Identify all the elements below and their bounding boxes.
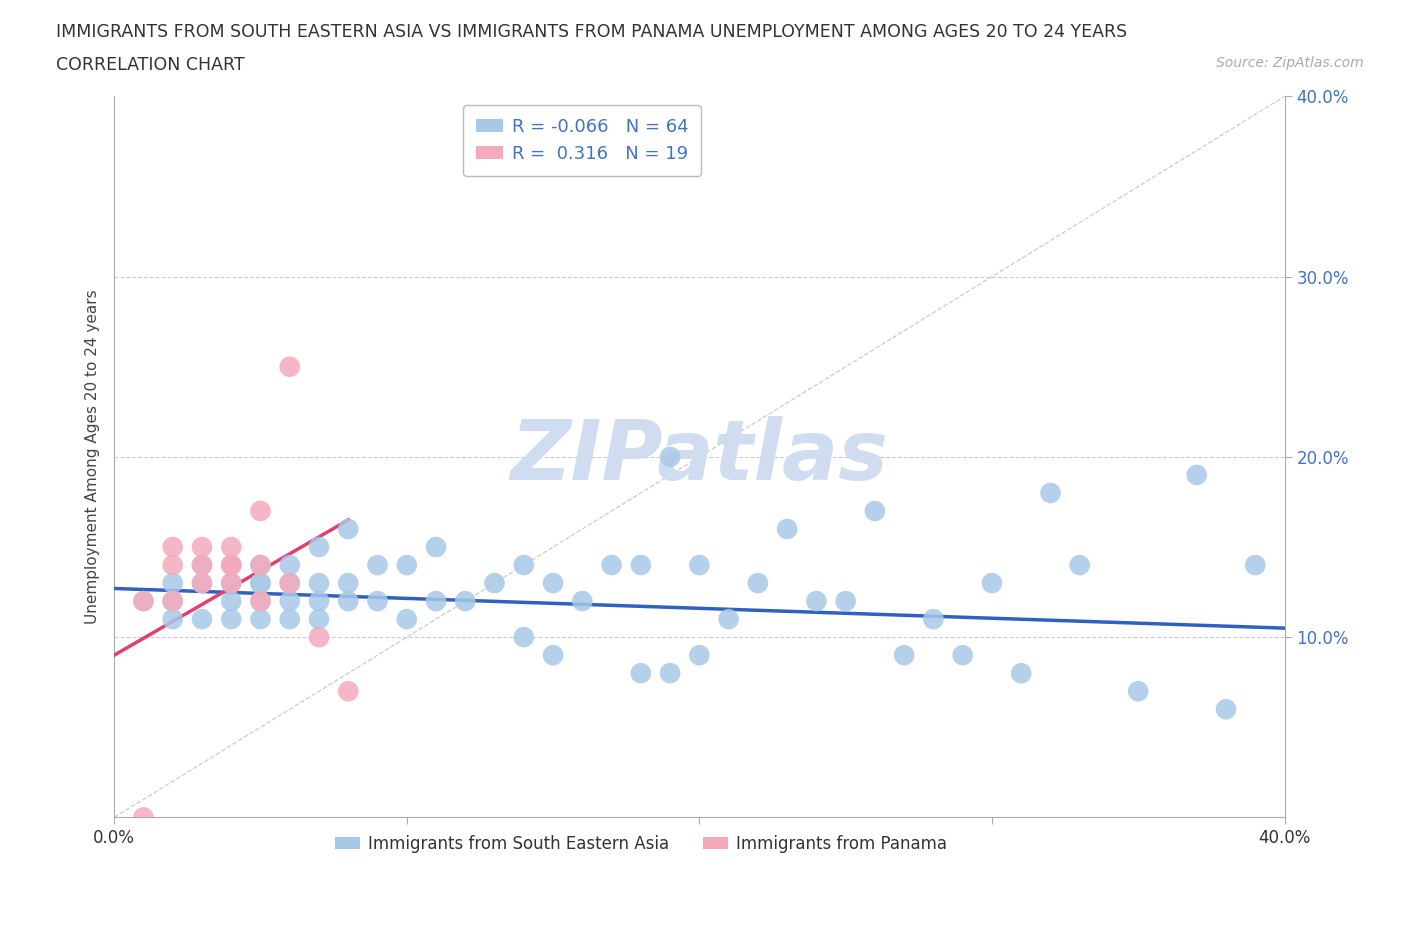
Y-axis label: Unemployment Among Ages 20 to 24 years: Unemployment Among Ages 20 to 24 years: [86, 289, 100, 624]
Point: [162, 593, 184, 608]
Point: [249, 576, 271, 591]
Point: [249, 576, 271, 591]
Point: [278, 359, 301, 374]
Point: [541, 647, 564, 662]
Point: [337, 522, 360, 537]
Point: [191, 558, 214, 573]
Text: ZIPatlas: ZIPatlas: [510, 417, 889, 498]
Point: [776, 522, 799, 537]
Text: Source: ZipAtlas.com: Source: ZipAtlas.com: [1216, 56, 1364, 70]
Point: [308, 630, 330, 644]
Point: [630, 558, 652, 573]
Point: [541, 576, 564, 591]
Point: [162, 558, 184, 573]
Point: [191, 576, 214, 591]
Point: [1244, 558, 1267, 573]
Point: [513, 558, 536, 573]
Point: [191, 558, 214, 573]
Point: [425, 593, 447, 608]
Point: [278, 576, 301, 591]
Point: [191, 576, 214, 591]
Point: [1010, 666, 1032, 681]
Point: [219, 576, 242, 591]
Point: [688, 647, 710, 662]
Point: [132, 593, 155, 608]
Point: [337, 684, 360, 698]
Point: [747, 576, 769, 591]
Point: [162, 576, 184, 591]
Point: [513, 630, 536, 644]
Point: [278, 612, 301, 627]
Point: [893, 647, 915, 662]
Point: [219, 558, 242, 573]
Point: [1128, 684, 1150, 698]
Point: [278, 558, 301, 573]
Point: [162, 593, 184, 608]
Point: [249, 503, 271, 518]
Point: [308, 593, 330, 608]
Point: [952, 647, 974, 662]
Point: [337, 576, 360, 591]
Point: [132, 810, 155, 825]
Point: [484, 576, 506, 591]
Legend: Immigrants from South Eastern Asia, Immigrants from Panama: Immigrants from South Eastern Asia, Immi…: [328, 829, 953, 859]
Point: [1215, 702, 1237, 717]
Point: [249, 558, 271, 573]
Point: [219, 612, 242, 627]
Point: [219, 539, 242, 554]
Point: [659, 666, 682, 681]
Point: [249, 612, 271, 627]
Point: [1069, 558, 1091, 573]
Point: [571, 593, 593, 608]
Point: [219, 558, 242, 573]
Point: [308, 612, 330, 627]
Point: [278, 576, 301, 591]
Point: [337, 593, 360, 608]
Point: [922, 612, 945, 627]
Point: [249, 558, 271, 573]
Point: [834, 593, 856, 608]
Point: [659, 449, 682, 464]
Point: [688, 558, 710, 573]
Point: [308, 576, 330, 591]
Point: [395, 612, 418, 627]
Point: [425, 539, 447, 554]
Point: [630, 666, 652, 681]
Point: [219, 593, 242, 608]
Point: [1185, 468, 1208, 483]
Point: [454, 593, 477, 608]
Point: [367, 593, 389, 608]
Point: [191, 612, 214, 627]
Point: [367, 558, 389, 573]
Point: [863, 503, 886, 518]
Point: [249, 593, 271, 608]
Point: [162, 612, 184, 627]
Point: [219, 558, 242, 573]
Text: CORRELATION CHART: CORRELATION CHART: [56, 56, 245, 73]
Point: [806, 593, 828, 608]
Text: IMMIGRANTS FROM SOUTH EASTERN ASIA VS IMMIGRANTS FROM PANAMA UNEMPLOYMENT AMONG : IMMIGRANTS FROM SOUTH EASTERN ASIA VS IM…: [56, 23, 1128, 41]
Point: [219, 576, 242, 591]
Point: [278, 593, 301, 608]
Point: [600, 558, 623, 573]
Point: [191, 539, 214, 554]
Point: [162, 539, 184, 554]
Point: [717, 612, 740, 627]
Point: [249, 593, 271, 608]
Point: [308, 539, 330, 554]
Point: [1039, 485, 1062, 500]
Point: [395, 558, 418, 573]
Point: [132, 593, 155, 608]
Point: [981, 576, 1004, 591]
